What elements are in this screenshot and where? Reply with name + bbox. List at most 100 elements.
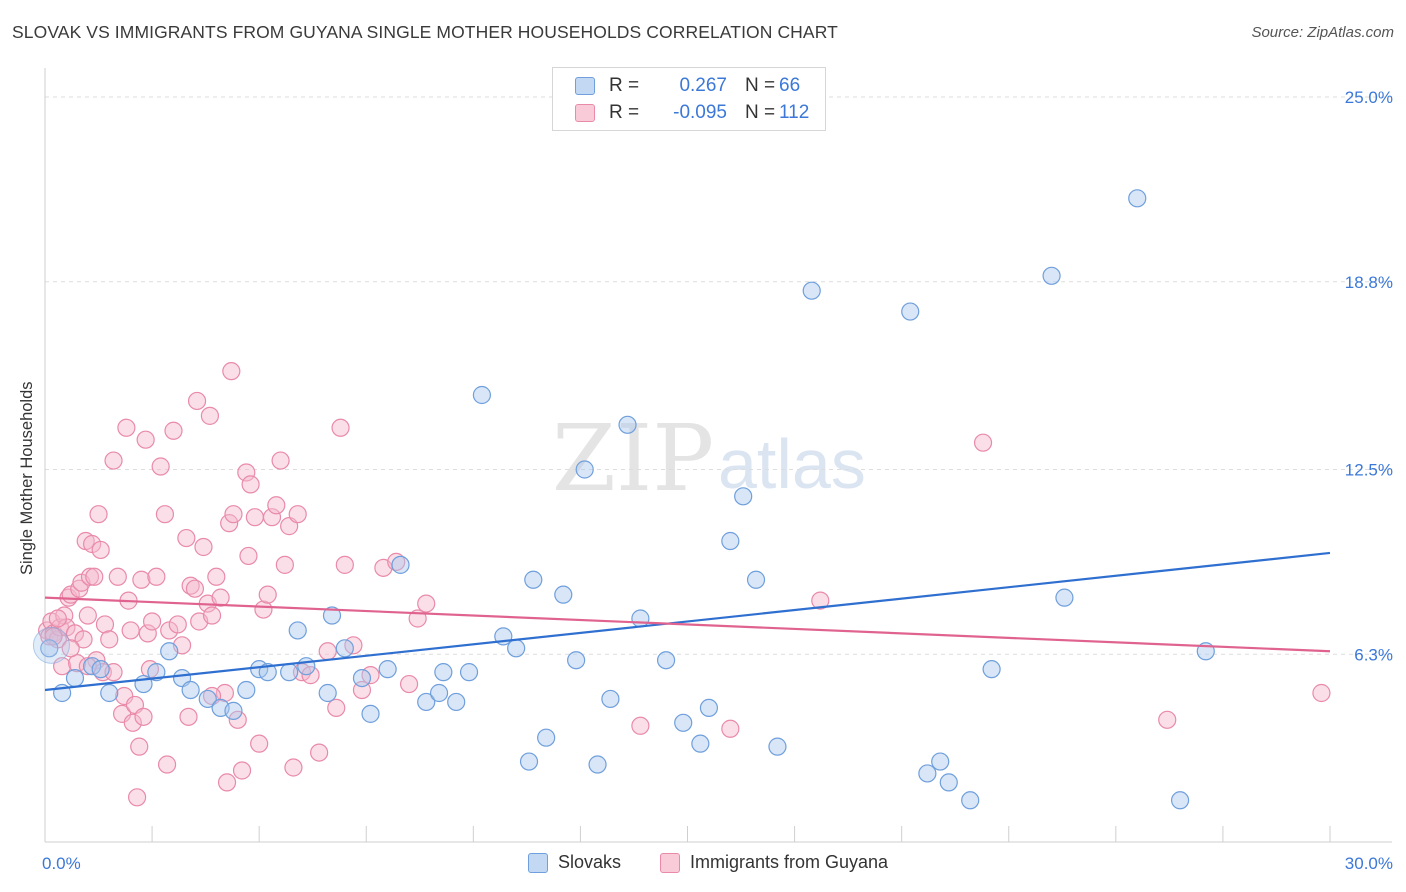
guyana-point-45 — [151, 457, 170, 476]
slovak-point-62 — [1128, 189, 1147, 208]
guyana-point-62 — [207, 567, 226, 586]
y-tick-label-1: 12.5% — [1345, 461, 1393, 480]
slovak-point-20 — [318, 683, 337, 703]
legend-row-guyana: R = -0.095 N = 112 — [575, 101, 809, 125]
slovak-point-2 — [65, 668, 85, 688]
guyana-point-63 — [211, 588, 230, 607]
r-label: R = — [609, 75, 640, 96]
guyana-point-60 — [200, 406, 220, 425]
slovak-point-0 — [40, 639, 59, 658]
slovak-points — [32, 189, 1215, 810]
slovak-point-38 — [554, 585, 573, 604]
legend-label-slovaks: Slovaks — [558, 852, 622, 872]
slovak-point-14 — [237, 680, 256, 700]
legend-swatch-blue — [575, 77, 595, 95]
guyana-point-65 — [217, 773, 237, 792]
guyana-point-75 — [250, 734, 269, 753]
x-tick-label-1: 30.0% — [1345, 854, 1393, 873]
guyana-point-20 — [85, 567, 104, 586]
guyana-point-58 — [194, 537, 213, 557]
n-label: N = — [745, 75, 776, 96]
slovak-point-63 — [1170, 791, 1190, 810]
trend-lines — [44, 551, 1331, 692]
correlation-legend: R = 0.267 N = 66 R = -0.095 N = 112 — [552, 67, 826, 131]
guyana-point-90 — [331, 418, 350, 437]
guyana-point-38 — [132, 570, 151, 589]
slovak-point-53 — [802, 281, 821, 300]
y-tick-label-0: 6.3% — [1354, 645, 1393, 664]
slovak-point-34 — [507, 639, 526, 658]
legend-swatch-pink — [660, 852, 680, 873]
r-label: R = — [609, 102, 640, 123]
slovak-point-55 — [918, 764, 937, 783]
x-tick-labels: 0.0% 30.0% — [42, 854, 1393, 873]
guyana-point-101 — [721, 719, 740, 738]
slovak-point-7 — [147, 663, 166, 682]
legend-label-guyana: Immigrants from Guyana — [690, 852, 889, 872]
watermark: ZIP atlas — [552, 405, 866, 512]
slovak-point-13 — [224, 701, 243, 720]
guyana-point-88 — [318, 642, 337, 661]
guyana-point-23 — [91, 540, 110, 560]
guyana-point-87 — [310, 743, 329, 762]
guyana-point-69 — [228, 710, 247, 729]
guyana-point-67 — [222, 362, 241, 381]
guyana-point-17 — [78, 606, 97, 625]
guyana-point-43 — [142, 612, 162, 631]
guyana-point-81 — [275, 555, 294, 574]
guyana-point-25 — [95, 615, 115, 634]
slovak-point-58 — [961, 791, 980, 810]
guyana-point-72 — [239, 546, 258, 566]
guyana-point-80 — [271, 451, 290, 470]
x-axis-ticks — [151, 826, 1331, 842]
slovak-point-5 — [100, 683, 119, 703]
guyana-point-28 — [108, 567, 127, 586]
guyana-point-107 — [48, 609, 67, 628]
guyana-point-27 — [104, 451, 123, 470]
guyana-point-99 — [417, 594, 436, 613]
slovak-point-48 — [699, 698, 719, 718]
slovak-point-16 — [258, 663, 277, 682]
n-value: 112 — [779, 102, 810, 123]
slovak-point-43 — [618, 415, 637, 434]
slovak-point-24 — [361, 704, 380, 723]
slovak-point-45 — [656, 651, 676, 670]
slovak-point-41 — [588, 755, 607, 774]
slovak-point-44 — [631, 609, 650, 628]
slovak-point-17 — [280, 663, 299, 682]
slovak-trend-line — [44, 551, 1331, 692]
slovak-point-60 — [1042, 266, 1061, 285]
n-label: N = — [745, 102, 776, 123]
slovak-point-8 — [160, 642, 179, 661]
guyana-point-55 — [185, 579, 205, 598]
slovak-point-35 — [519, 752, 539, 771]
guyana-point-50 — [168, 615, 187, 634]
watermark-atlas: atlas — [718, 425, 866, 503]
legend-item-guyana: Immigrants from Guyana — [660, 852, 888, 873]
guyana-point-70 — [232, 761, 252, 780]
guyana-point-91 — [335, 555, 354, 574]
y-tick-label-2: 18.8% — [1345, 273, 1393, 292]
guyana-point-33 — [121, 621, 140, 640]
series-legend: Slovaks Immigrants from Guyana — [0, 852, 1406, 878]
slovak-point-36 — [524, 570, 543, 589]
guyana-point-15 — [74, 630, 93, 649]
slovak-point-31 — [459, 663, 479, 682]
guyana-point-84 — [288, 505, 307, 524]
legend-row-slovaks: R = 0.267 N = 66 — [575, 74, 800, 98]
slovak-point-42 — [601, 689, 620, 709]
y-tick-label-3: 25.0% — [1345, 88, 1393, 107]
guyana-point-77 — [258, 585, 277, 604]
slovak-point-22 — [335, 639, 354, 658]
guyana-point-40 — [136, 430, 155, 449]
legend-item-slovaks: Slovaks — [528, 852, 621, 873]
guyana-point-105 — [1312, 683, 1331, 703]
guyana-point-79 — [267, 496, 286, 515]
slovak-point-27 — [417, 692, 436, 712]
slovak-point-51 — [746, 570, 766, 589]
slovak-point-32 — [472, 385, 491, 405]
guyana-point-18 — [80, 567, 100, 586]
r-value: -0.095 — [673, 102, 727, 123]
y-tick-labels: 6.3% 12.5% 18.8% 25.0% — [1345, 88, 1393, 664]
guyana-point-74 — [245, 508, 264, 527]
